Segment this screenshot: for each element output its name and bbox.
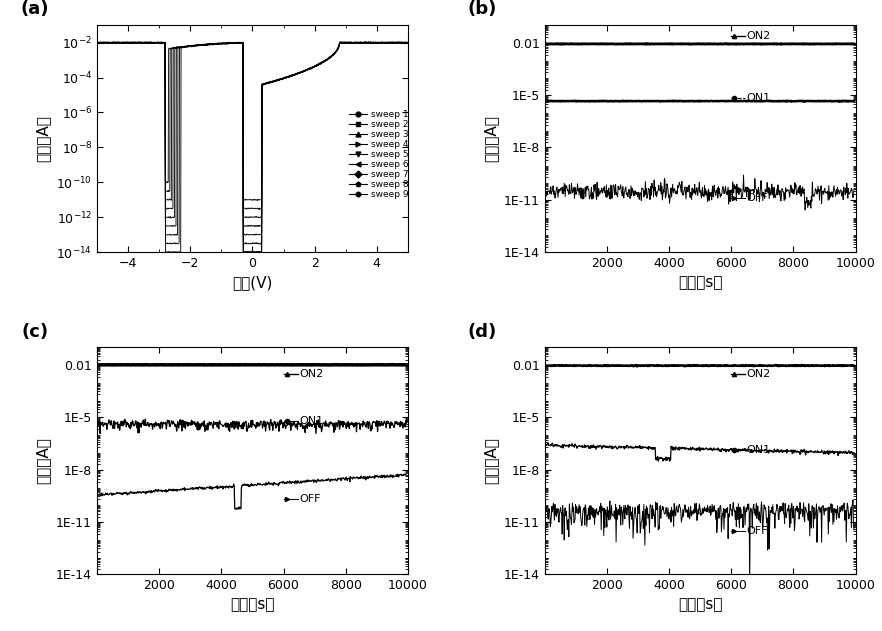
Text: ON1: ON1 (747, 93, 771, 103)
X-axis label: 时间（s）: 时间（s） (678, 276, 722, 290)
Y-axis label: 电流（A）: 电流（A） (483, 115, 498, 162)
Text: ON2: ON2 (747, 369, 771, 379)
X-axis label: 电压(V): 电压(V) (232, 276, 273, 290)
Text: OFF: OFF (747, 526, 768, 536)
Text: (a): (a) (20, 1, 49, 18)
Y-axis label: 电流（A）: 电流（A） (35, 115, 50, 162)
Text: (c): (c) (21, 322, 49, 341)
Legend: sweep 1, sweep 2, sweep 3, sweep 4, sweep 5, sweep 6, sweep 7, sweep 8, sweep 9: sweep 1, sweep 2, sweep 3, sweep 4, swee… (348, 109, 409, 200)
Y-axis label: 电流（A）: 电流（A） (483, 437, 498, 484)
Text: ON1: ON1 (299, 416, 323, 426)
Text: OFF: OFF (747, 193, 768, 203)
Text: OFF: OFF (299, 494, 320, 504)
X-axis label: 时间（s）: 时间（s） (678, 598, 722, 613)
Text: (d): (d) (467, 322, 497, 341)
X-axis label: 时间（s）: 时间（s） (230, 598, 274, 613)
Text: ON1: ON1 (747, 445, 771, 455)
Text: ON2: ON2 (299, 369, 324, 379)
Text: (b): (b) (467, 1, 497, 18)
Text: ON2: ON2 (747, 30, 771, 40)
Y-axis label: 电流（A）: 电流（A） (35, 437, 50, 484)
